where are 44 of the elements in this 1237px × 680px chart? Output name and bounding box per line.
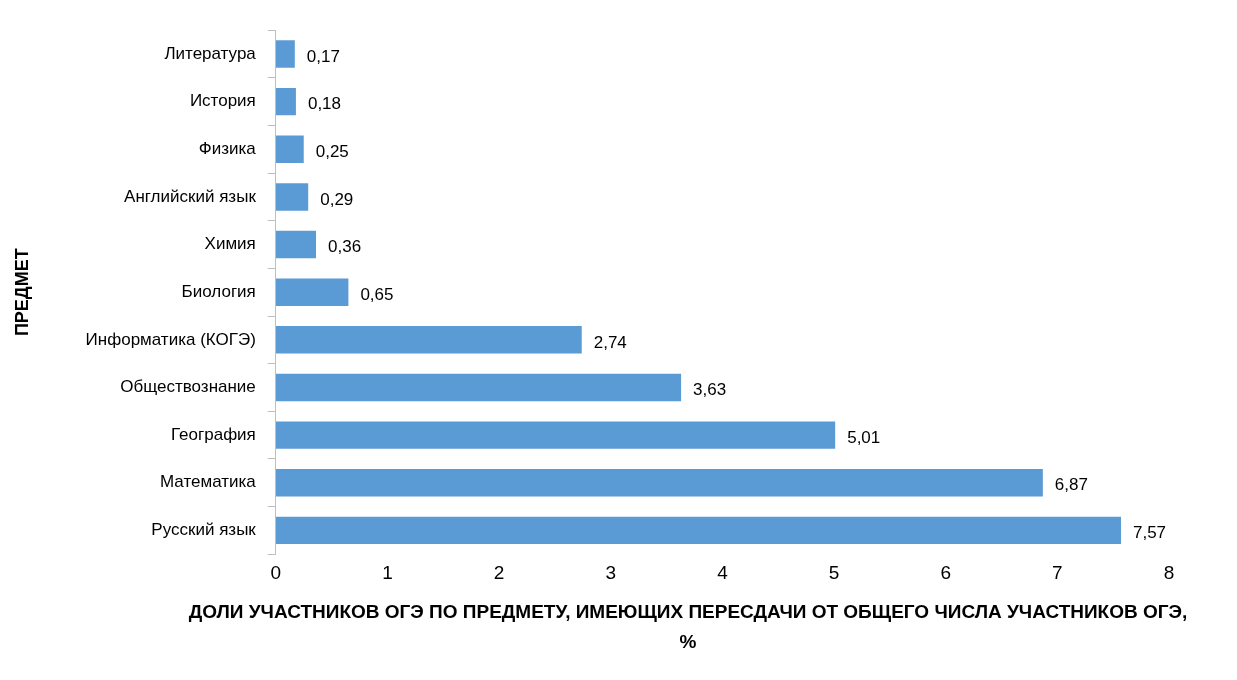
data-label: 5,01 [847,427,881,447]
data-label: 2,74 [593,332,627,352]
bar [275,183,309,211]
data-label: 0,36 [328,237,362,257]
y-tick-label: Русский язык [151,520,257,540]
y-tick-label: Информатика (КОГЭ) [85,329,256,349]
y-tick-label: Литература [164,43,257,63]
x-tick-label: 4 [717,561,729,583]
bar [275,40,295,68]
bar [275,326,582,354]
bar [275,135,304,164]
x-tick-label: 6 [940,561,951,583]
y-axis-title: ПРЕДМЕТ [11,248,32,337]
y-tick-label: Математика [160,472,257,492]
data-label: 0,25 [315,141,349,161]
x-tick-label: 0 [270,561,282,583]
data-label: 0,29 [320,189,354,209]
x-tick-label: 1 [382,561,393,583]
data-label: 7,57 [1132,523,1167,543]
y-tick-label: География [171,424,256,444]
bar [275,230,317,259]
y-tick-label: История [189,91,256,111]
x-axis-title: ДОЛИ УЧАСТНИКОВ ОГЭ ПО ПРЕДМЕТУ, ИМЕЮЩИХ ПЕРЕСДАЧИ ОТ ОБЩЕГО ЧИСЛА УЧАСТНИКОВ ОГЭ, % [188,600,1188,654]
x-tick-label: 3 [605,561,617,583]
bar [275,516,1121,545]
data-label: 6,87 [1054,475,1088,495]
bar [275,421,836,449]
data-label: 0,17 [306,46,340,66]
bar [275,373,682,402]
x-tick-label: 7 [1052,561,1063,583]
data-label: 0,65 [360,284,394,304]
x-tick-label: 5 [828,561,840,583]
y-tick-label: Обществознание [120,377,256,397]
data-label: 0,18 [307,94,342,114]
bar [275,87,296,116]
bar [275,469,1043,497]
bar [275,278,349,306]
x-tick-label: 2 [493,561,505,583]
data-label: 3,63 [693,380,727,400]
y-tick-label: Английский язык [124,186,257,206]
y-tick-label: Физика [198,138,257,158]
y-tick-label: Биология [181,281,256,301]
x-tick-label: 8 [1163,561,1175,583]
y-tick-label: Химия [204,234,256,254]
